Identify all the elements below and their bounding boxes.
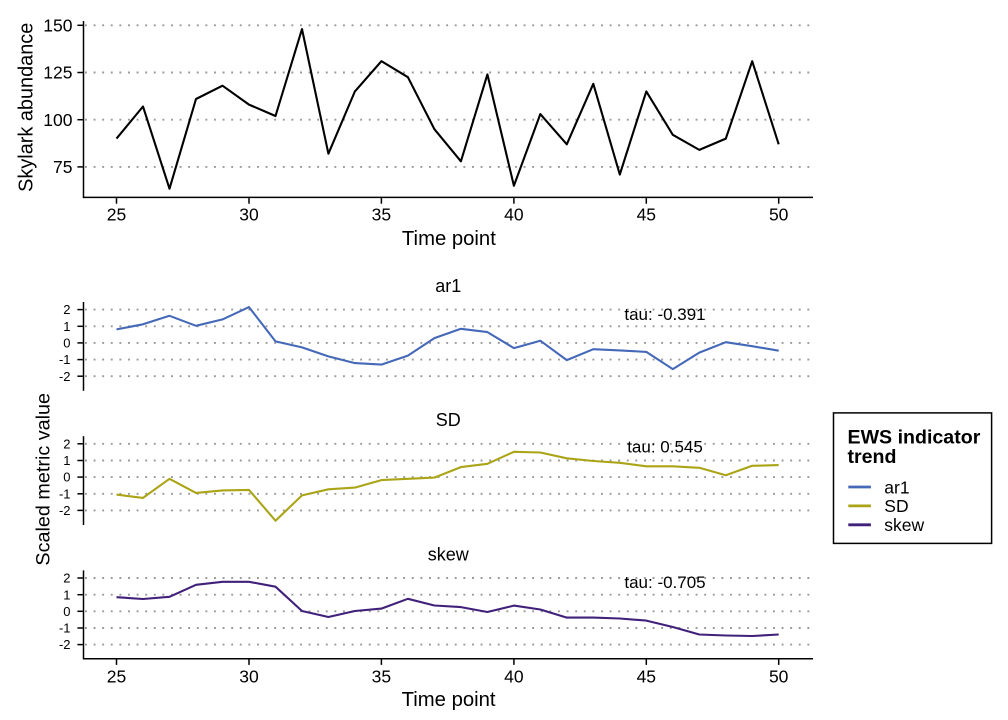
svg-text:1: 1 <box>63 587 70 602</box>
svg-text:0: 0 <box>63 604 70 619</box>
svg-text:2: 2 <box>63 436 70 451</box>
svg-text:45: 45 <box>637 205 656 225</box>
svg-text:40: 40 <box>504 667 524 687</box>
svg-text:skew: skew <box>428 544 470 564</box>
svg-text:100: 100 <box>43 110 72 130</box>
svg-text:25: 25 <box>107 205 126 225</box>
svg-text:50: 50 <box>769 667 789 687</box>
svg-text:-2: -2 <box>59 369 71 384</box>
svg-text:30: 30 <box>239 667 259 687</box>
svg-text:0: 0 <box>63 470 70 485</box>
svg-text:50: 50 <box>769 205 789 225</box>
svg-text:Skylark abundance: Skylark abundance <box>16 23 38 192</box>
svg-text:35: 35 <box>372 205 391 225</box>
svg-text:1: 1 <box>63 319 70 334</box>
svg-text:25: 25 <box>107 667 126 687</box>
svg-text:0: 0 <box>63 336 70 351</box>
svg-text:75: 75 <box>53 157 72 177</box>
svg-text:2: 2 <box>63 302 70 317</box>
svg-text:SD: SD <box>884 496 908 516</box>
svg-text:-2: -2 <box>59 503 71 518</box>
svg-text:Time point: Time point <box>402 689 496 711</box>
svg-text:1: 1 <box>63 453 70 468</box>
svg-text:35: 35 <box>372 667 391 687</box>
svg-text:trend: trend <box>848 446 897 468</box>
svg-text:2: 2 <box>63 571 70 586</box>
svg-text:ar1: ar1 <box>435 276 461 296</box>
svg-text:tau: 0.545: tau: 0.545 <box>627 438 703 457</box>
svg-text:-1: -1 <box>59 486 71 501</box>
svg-text:SD: SD <box>436 410 461 430</box>
svg-text:ar1: ar1 <box>884 477 909 497</box>
svg-text:Scaled metric value: Scaled metric value <box>32 393 54 566</box>
svg-text:40: 40 <box>504 205 524 225</box>
svg-text:-2: -2 <box>59 637 71 652</box>
svg-text:125: 125 <box>43 63 72 83</box>
svg-text:150: 150 <box>43 16 72 36</box>
svg-text:-1: -1 <box>59 621 71 636</box>
svg-text:30: 30 <box>239 205 259 225</box>
svg-text:EWS indicator: EWS indicator <box>848 426 981 448</box>
svg-text:skew: skew <box>884 515 924 535</box>
svg-text:Time point: Time point <box>402 228 496 250</box>
svg-text:45: 45 <box>637 667 656 687</box>
svg-text:tau: -0.391: tau: -0.391 <box>624 305 705 324</box>
svg-text:-1: -1 <box>59 352 71 367</box>
svg-text:tau: -0.705: tau: -0.705 <box>624 573 705 592</box>
